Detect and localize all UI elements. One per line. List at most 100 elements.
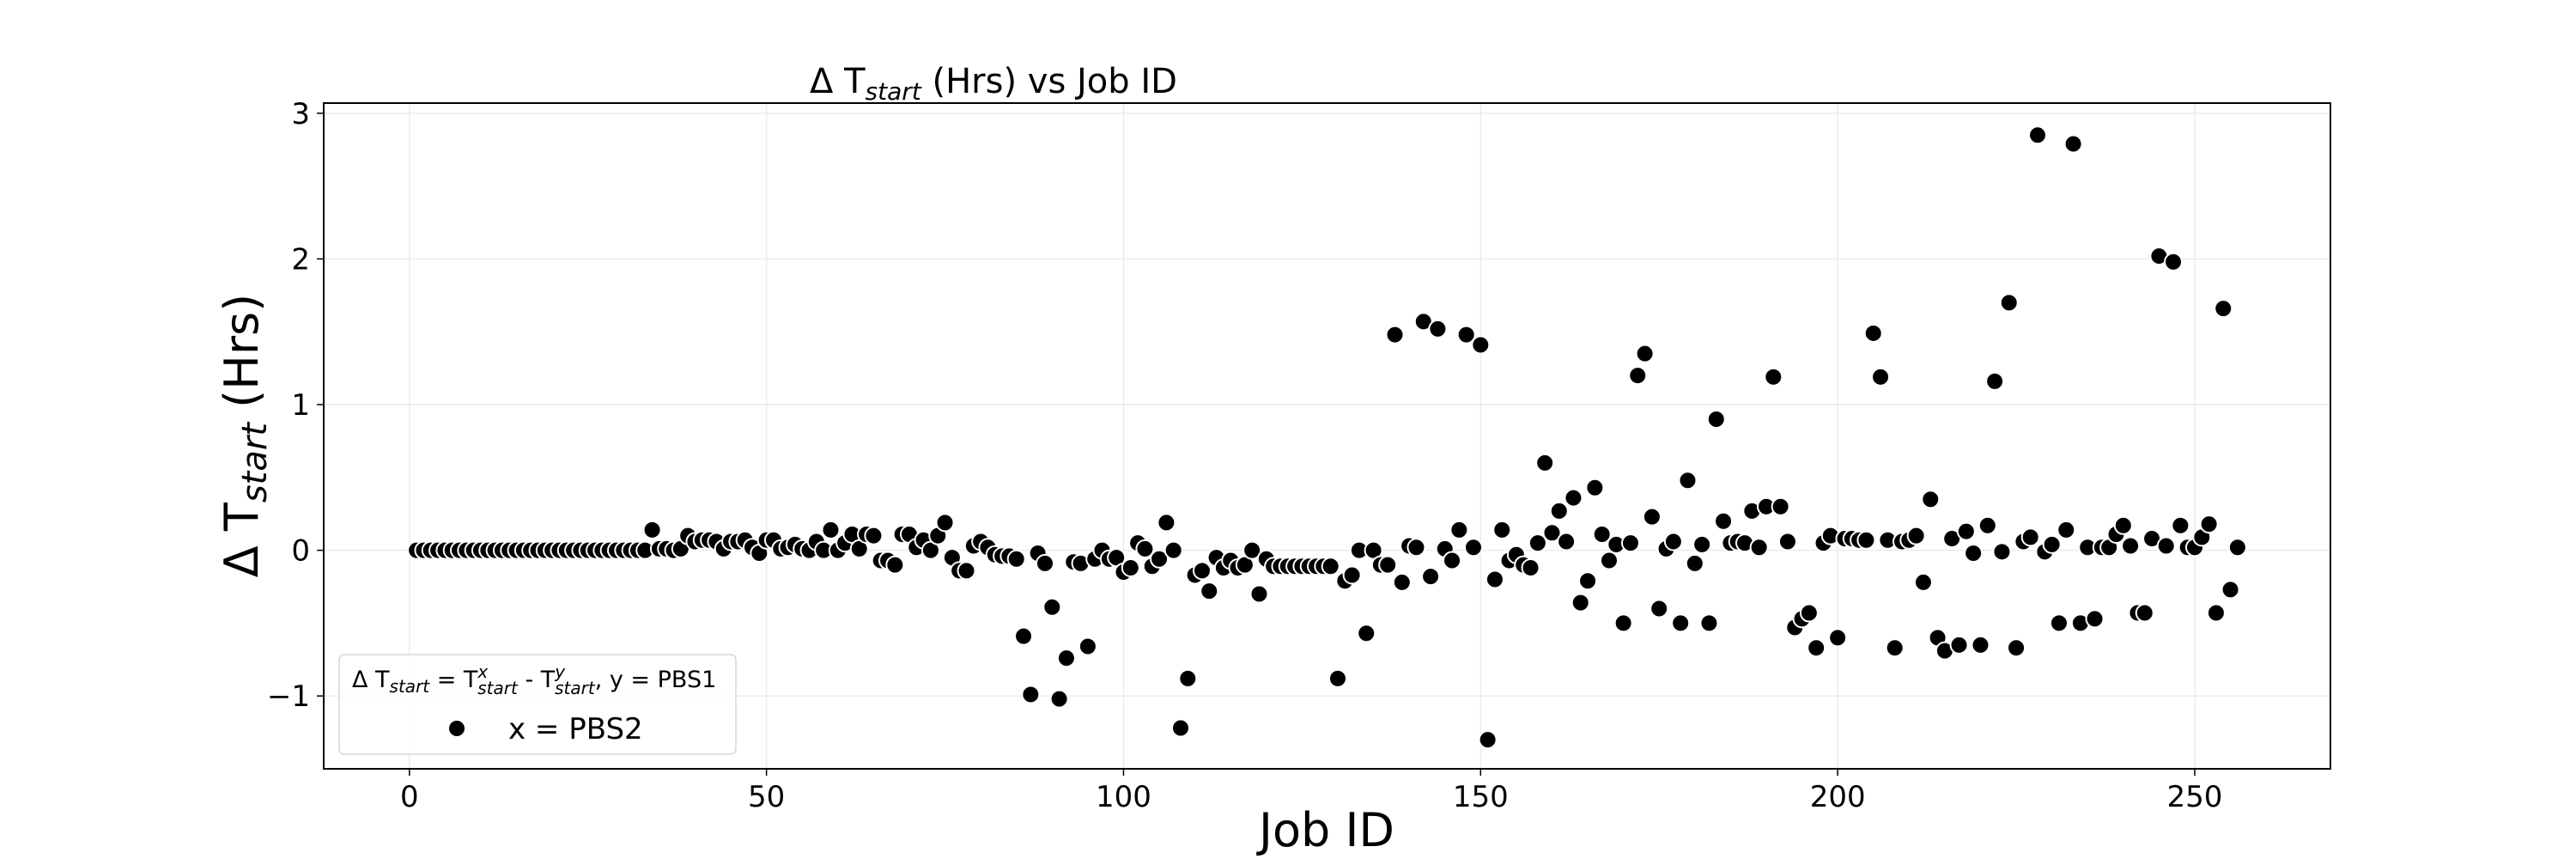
data-point xyxy=(2221,580,2240,600)
data-point xyxy=(1956,521,1976,541)
data-point xyxy=(2063,134,2083,154)
data-point xyxy=(1771,497,1790,516)
data-point xyxy=(1428,319,1448,338)
data-point xyxy=(1714,511,1734,531)
axis-ticks: 0 50 100 150 200 250 −1 0 1 2 3 xyxy=(267,97,2223,814)
data-point xyxy=(2135,603,2154,623)
data-point xyxy=(1978,515,1997,535)
data-point xyxy=(1150,549,1170,569)
data-point xyxy=(1985,371,2005,391)
legend-marker-pbs2 xyxy=(449,721,465,736)
data-point xyxy=(1685,553,1704,573)
data-point xyxy=(1642,507,1662,527)
y-axis-label: Δ Tstart (Hrs) xyxy=(215,294,275,578)
data-point xyxy=(821,520,841,539)
data-point xyxy=(2214,299,2233,319)
data-point xyxy=(1678,471,1698,490)
data-point xyxy=(2199,515,2219,534)
data-point xyxy=(1492,520,1512,539)
x-tick-label: 250 xyxy=(2167,780,2223,814)
data-point xyxy=(1192,561,1212,581)
data-point xyxy=(1992,542,2012,562)
data-point xyxy=(1921,490,1941,509)
x-tick-label: 150 xyxy=(1453,780,1509,814)
data-point xyxy=(1249,584,1269,604)
data-point xyxy=(2020,527,2040,547)
data-point xyxy=(1421,567,1441,587)
data-point xyxy=(1628,366,1648,386)
data-point xyxy=(1863,323,1883,343)
data-point xyxy=(935,513,955,533)
legend-title: Δ Tstart = Tx start - Ty start, y = PBS1 xyxy=(352,661,716,698)
data-point xyxy=(1049,689,1069,709)
data-point xyxy=(1542,523,1562,543)
legend-box xyxy=(338,654,737,755)
data-point xyxy=(1200,582,1219,601)
data-point xyxy=(1456,325,1476,344)
data-point xyxy=(2057,520,2076,539)
data-point xyxy=(1463,538,1483,557)
data-point xyxy=(1035,553,1054,573)
data-point xyxy=(2171,515,2190,535)
data-point xyxy=(1178,668,1198,688)
data-point xyxy=(1342,565,1362,585)
data-point xyxy=(1056,649,1076,668)
x-tick-label: 100 xyxy=(1096,780,1151,814)
data-point xyxy=(1014,626,1034,646)
data-point xyxy=(2028,125,2048,145)
data-point xyxy=(2007,638,2026,658)
data-point xyxy=(1699,613,1719,633)
data-point xyxy=(1613,613,1633,633)
data-point xyxy=(1021,685,1041,704)
data-point xyxy=(1521,557,1540,577)
legend-label-pbs2: x = PBS2 xyxy=(508,712,643,746)
data-point xyxy=(2206,603,2226,623)
data-point xyxy=(1406,538,1426,557)
plot-area-frame xyxy=(323,102,2331,770)
data-point xyxy=(864,526,884,545)
y-tick-label: −1 xyxy=(267,679,310,714)
data-point xyxy=(2121,536,2141,556)
x-tick-label: 200 xyxy=(1810,780,1866,814)
data-point xyxy=(2049,613,2069,633)
data-point xyxy=(1585,478,1605,497)
data-point xyxy=(1327,668,1347,688)
data-point xyxy=(2113,515,2133,535)
data-point xyxy=(1549,501,1569,521)
data-point xyxy=(1121,557,1140,577)
data-point xyxy=(1385,325,1405,344)
data-point xyxy=(1807,638,1826,658)
data-point xyxy=(1535,453,1555,472)
data-point xyxy=(1478,730,1498,750)
y-tick-label: 3 xyxy=(291,97,310,131)
data-point xyxy=(2042,534,2062,554)
y-tick-label: 0 xyxy=(291,534,310,569)
data-point xyxy=(1828,628,1848,648)
data-point xyxy=(1171,718,1191,738)
data-point xyxy=(1635,344,1655,363)
data-point xyxy=(1449,520,1469,539)
data-point xyxy=(2085,609,2105,629)
x-tick-label: 0 xyxy=(400,780,419,814)
y-tick-label: 2 xyxy=(291,242,310,277)
data-point xyxy=(2156,536,2176,556)
legend: Δ Tstart = Tx start - Ty start, y = PBS1 x… xyxy=(338,654,737,755)
data-point xyxy=(1764,367,1783,387)
data-point xyxy=(1913,572,1933,592)
data-point xyxy=(1378,555,1398,575)
data-point xyxy=(1663,532,1683,551)
data-point xyxy=(1592,524,1612,544)
data-point xyxy=(1885,638,1905,658)
data-point xyxy=(1964,544,1984,564)
data-point xyxy=(1485,570,1504,589)
data-point xyxy=(1749,538,1769,557)
data-point xyxy=(2164,252,2184,271)
data-point xyxy=(1949,635,1969,655)
data-point xyxy=(1157,513,1176,533)
data-point xyxy=(885,555,905,575)
data-point xyxy=(1443,551,1462,570)
data-point xyxy=(1999,293,2019,313)
data-point xyxy=(1777,532,1797,551)
y-tick-label: 1 xyxy=(291,388,310,423)
data-point xyxy=(1856,530,1876,550)
